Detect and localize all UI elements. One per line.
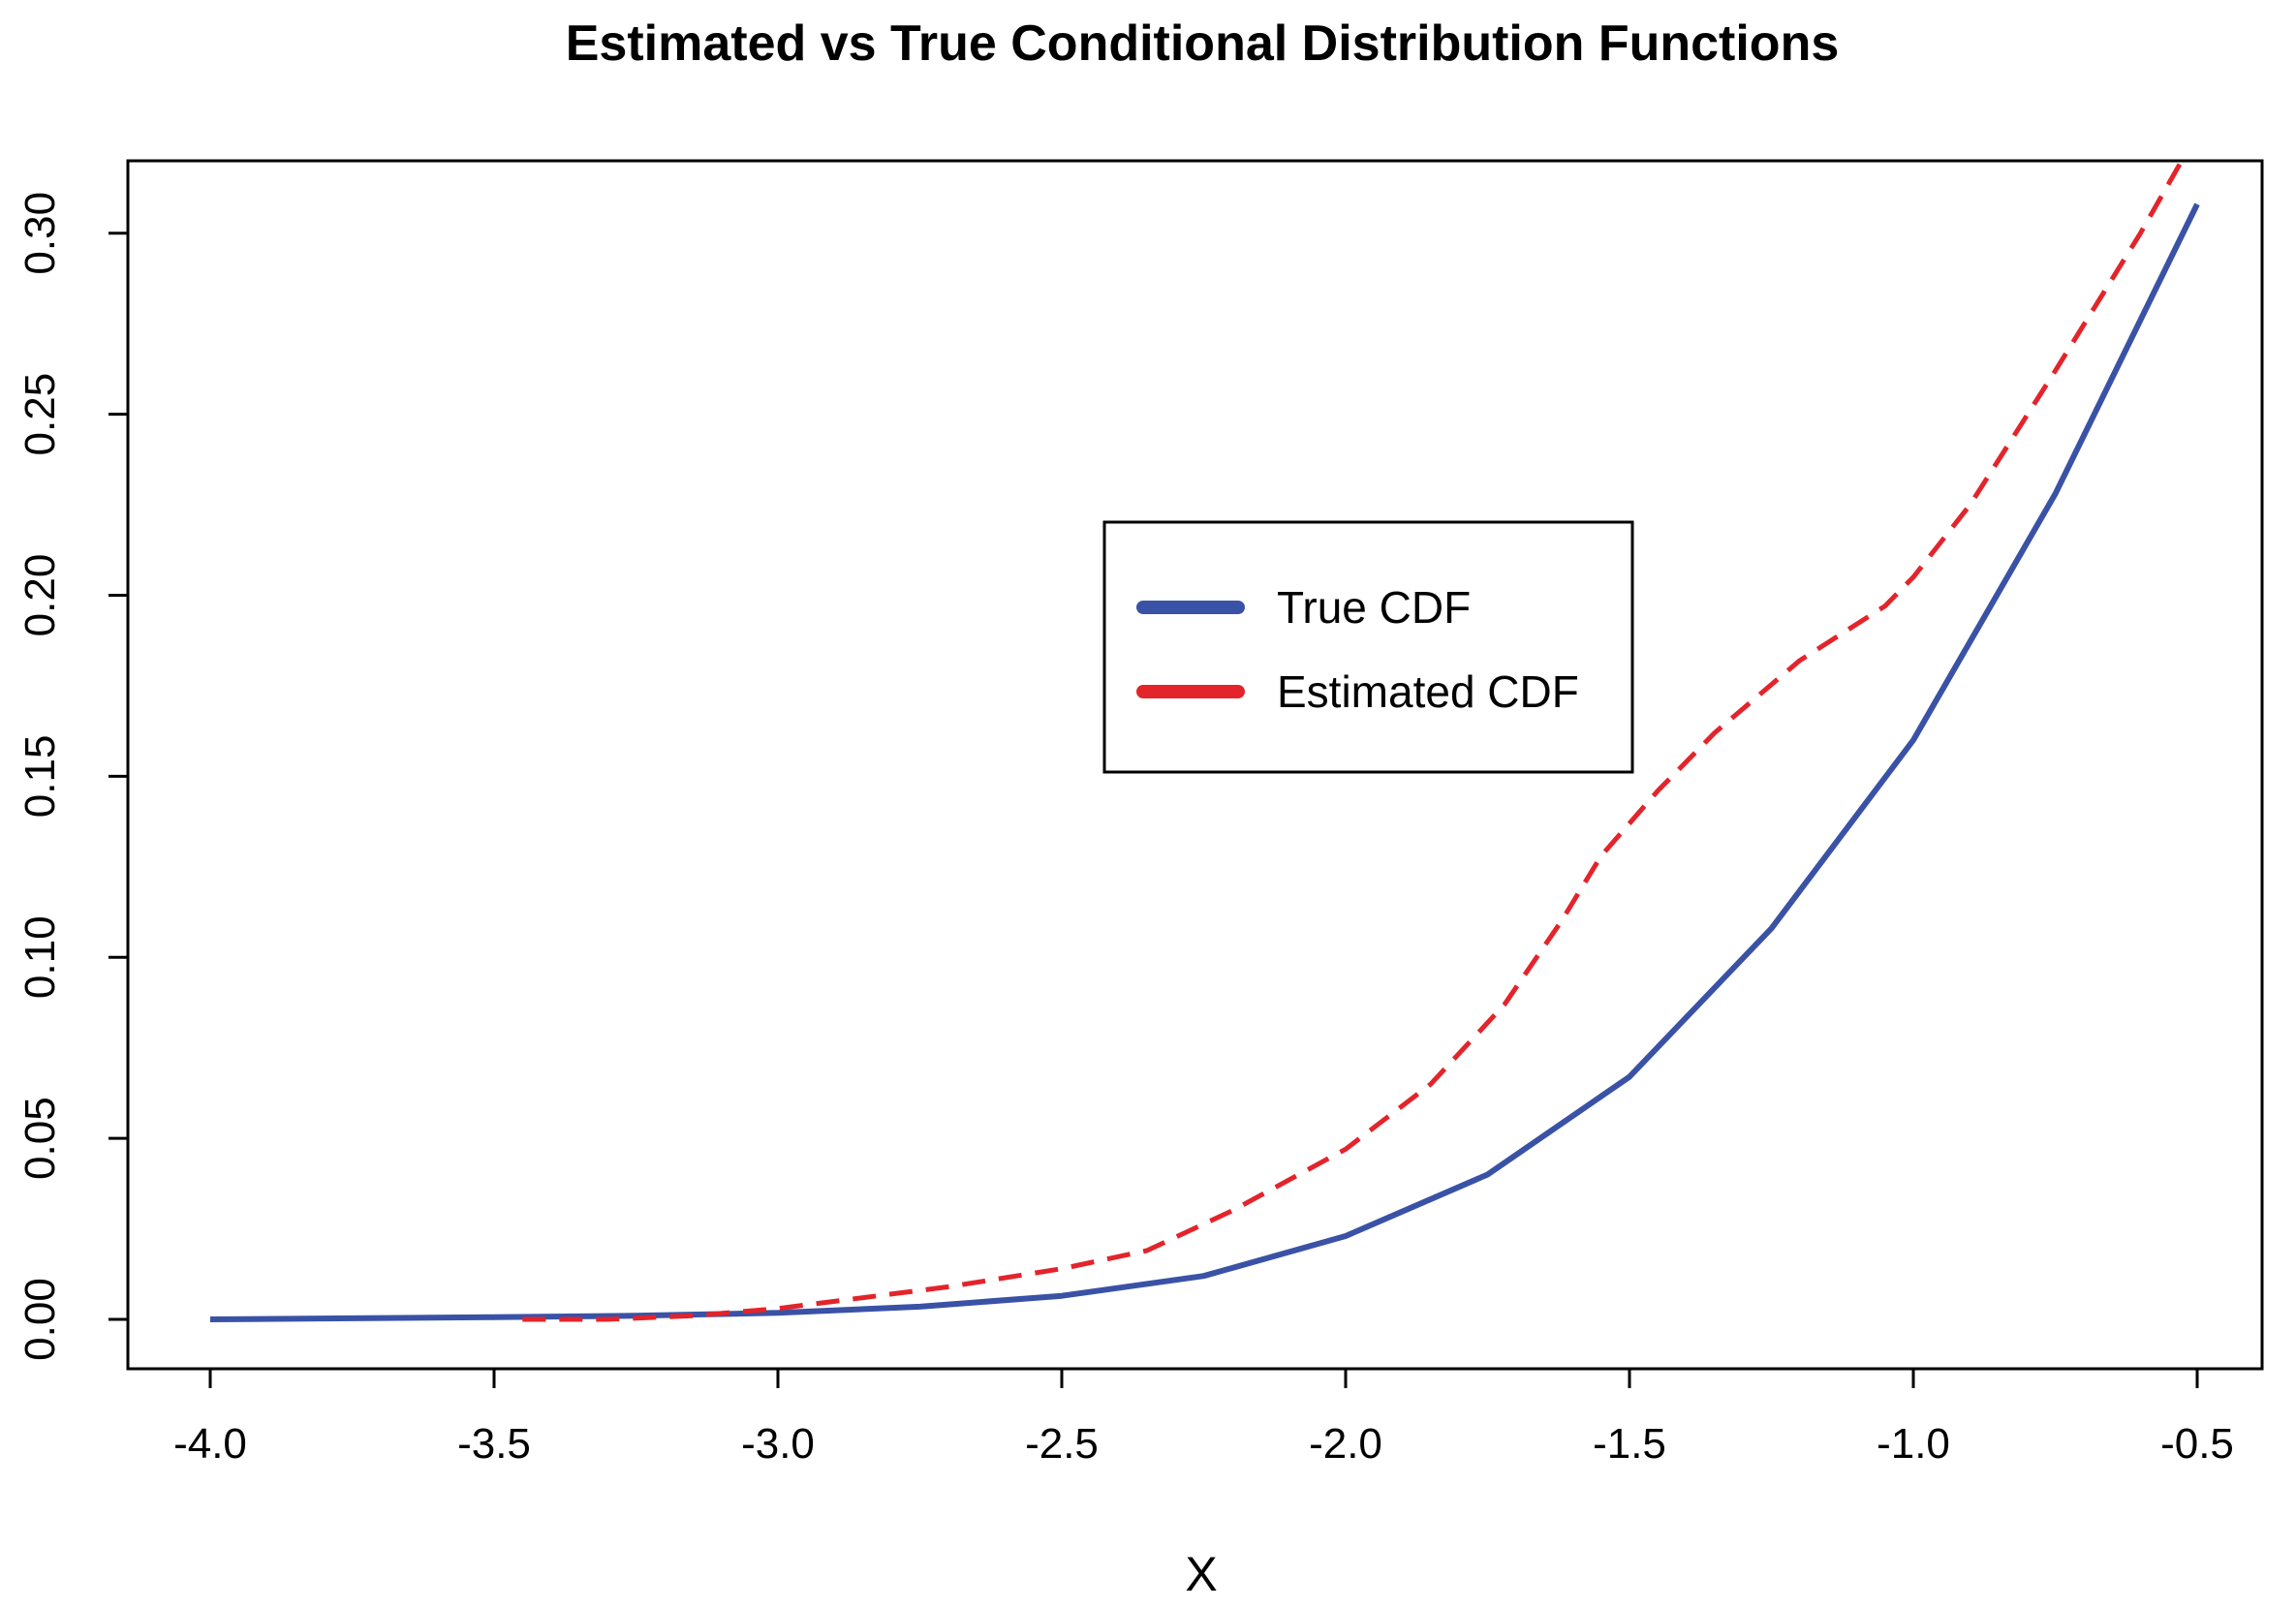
- x-tick-label: -3.0: [741, 1420, 815, 1468]
- series-layer: [209, 152, 2200, 1322]
- x-axis-label: X: [1185, 1547, 1217, 1601]
- y-tick-label: 0.10: [16, 915, 64, 999]
- series-line-true-cdf: [209, 202, 2200, 1322]
- legend-label-estimated-cdf: Estimated CDF: [1277, 666, 1579, 717]
- x-tick-label: -4.0: [173, 1420, 247, 1468]
- legend: True CDF Estimated CDF: [1102, 520, 1634, 774]
- y-tick-label: 0.30: [16, 192, 64, 275]
- x-tick-label: -0.5: [2160, 1420, 2234, 1468]
- chart-title: Estimated vs True Conditional Distributi…: [566, 15, 1840, 72]
- y-axis: 0.00 0.05 0.10 0.15 0.20 0.25 0.30: [16, 192, 130, 1361]
- y-tick-label: 0.20: [16, 554, 64, 637]
- x-tick-label: -3.5: [457, 1420, 531, 1468]
- legend-label-true-cdf: True CDF: [1277, 582, 1471, 633]
- series-line-estimated-cdf: [522, 152, 2188, 1322]
- y-tick-label: 0.05: [16, 1097, 64, 1180]
- x-axis: -4.0 -3.5 -3.0 -2.5 -2.0 -1.5 -1.0 -0.5: [173, 1367, 2234, 1468]
- x-tick-label: -2.5: [1025, 1420, 1099, 1468]
- x-tick-label: -2.0: [1309, 1420, 1382, 1468]
- x-tick-label: -1.0: [1877, 1420, 1950, 1468]
- x-tick-label: -1.5: [1593, 1420, 1666, 1468]
- y-tick-label: 0.25: [16, 373, 64, 456]
- y-tick-label: 0.00: [16, 1278, 64, 1361]
- y-tick-label: 0.15: [16, 735, 64, 819]
- legend-box: [1102, 520, 1634, 774]
